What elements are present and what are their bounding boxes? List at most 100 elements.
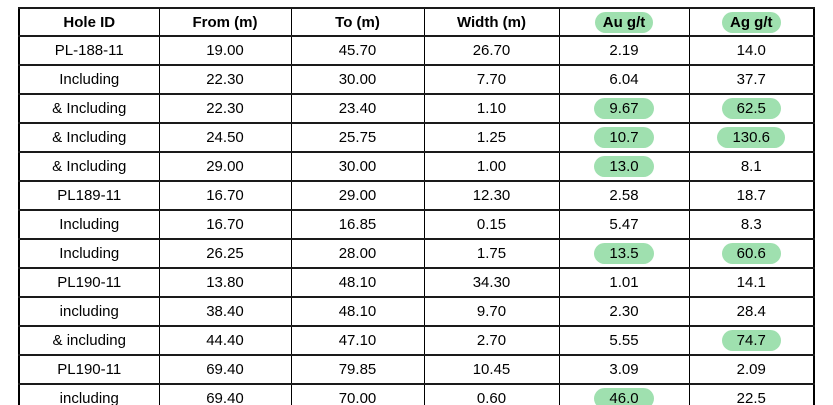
width-cell: 1.00	[423, 151, 560, 182]
to-cell: 48.10	[290, 296, 425, 327]
table-body: PL-188-11 19.00 45.70 26.70 2.19 14.0 Includin…	[18, 35, 815, 405]
width-cell: 10.45	[423, 354, 560, 385]
highlight-oval: 130.6	[717, 127, 786, 148]
from-cell: 69.40	[158, 383, 292, 405]
hole-id-cell: & Including	[18, 151, 160, 182]
from-cell: 38.40	[158, 296, 292, 327]
from-cell: 19.00	[158, 35, 292, 66]
highlight-oval: 10.7	[594, 127, 654, 148]
to-cell: 45.70	[290, 35, 425, 66]
au-cell: 6.04	[558, 64, 690, 95]
width-cell: 26.70	[423, 35, 560, 66]
hole-id-cell: PL190-11	[18, 267, 160, 298]
width-cell: 1.75	[423, 238, 560, 269]
width-cell: 2.70	[423, 325, 560, 356]
column-header-from: From (m)	[158, 7, 292, 37]
to-cell: 30.00	[290, 64, 425, 95]
from-cell: 69.40	[158, 354, 292, 385]
column-header-width: Width (m)	[423, 7, 560, 37]
au-cell: 2.58	[558, 180, 690, 211]
table-row: & Including 24.50 25.75 1.25 10.7 130.6	[18, 122, 815, 153]
from-cell: 22.30	[158, 93, 292, 124]
hole-id-cell: & including	[18, 325, 160, 356]
from-cell: 24.50	[158, 122, 292, 153]
ag-cell: 8.3	[688, 209, 815, 240]
table-row: including 69.40 70.00 0.60 46.0 22.5	[18, 383, 815, 405]
drill-results-table: Hole ID From (m) To (m) Width (m) Au g/t Ag g…	[18, 7, 815, 405]
hole-id-cell: PL189-11	[18, 180, 160, 211]
width-cell: 9.70	[423, 296, 560, 327]
table-row: Including 26.25 28.00 1.75 13.5 60.6	[18, 238, 815, 269]
width-cell: 1.10	[423, 93, 560, 124]
to-cell: 23.40	[290, 93, 425, 124]
header-row: Hole ID From (m) To (m) Width (m) Au g/t Ag g…	[18, 7, 815, 37]
to-cell: 29.00	[290, 180, 425, 211]
hole-id-cell: & Including	[18, 93, 160, 124]
ag-cell: 130.6	[688, 122, 815, 153]
from-cell: 16.70	[158, 209, 292, 240]
table-row: & including 44.40 47.10 2.70 5.55 74.7	[18, 325, 815, 356]
table-row: Including 16.70 16.85 0.15 5.47 8.3	[18, 209, 815, 240]
ag-cell: 14.1	[688, 267, 815, 298]
from-cell: 16.70	[158, 180, 292, 211]
highlight-oval: 74.7	[721, 330, 781, 351]
to-cell: 28.00	[290, 238, 425, 269]
hole-id-cell: & Including	[18, 122, 160, 153]
highlight-oval: 9.67	[594, 98, 654, 119]
highlight-oval: 60.6	[721, 243, 781, 264]
table-row: PL189-11 16.70 29.00 12.30 2.58 18.7	[18, 180, 815, 211]
hole-id-cell: including	[18, 296, 160, 327]
from-cell: 26.25	[158, 238, 292, 269]
au-cell: 3.09	[558, 354, 690, 385]
au-cell: 13.5	[558, 238, 690, 269]
au-cell: 1.01	[558, 267, 690, 298]
table-row: PL-188-11 19.00 45.70 26.70 2.19 14.0	[18, 35, 815, 66]
hole-id-cell: Including	[18, 209, 160, 240]
width-cell: 34.30	[423, 267, 560, 298]
column-header-au: Au g/t	[558, 7, 690, 37]
au-cell: 10.7	[558, 122, 690, 153]
au-cell: 2.19	[558, 35, 690, 66]
au-cell: 5.47	[558, 209, 690, 240]
hole-id-cell: Including	[18, 238, 160, 269]
table-row: Including 22.30 30.00 7.70 6.04 37.7	[18, 64, 815, 95]
hole-id-cell: PL190-11	[18, 354, 160, 385]
to-cell: 47.10	[290, 325, 425, 356]
to-cell: 30.00	[290, 151, 425, 182]
ag-cell: 22.5	[688, 383, 815, 405]
width-cell: 0.60	[423, 383, 560, 405]
to-cell: 48.10	[290, 267, 425, 298]
hole-id-cell: including	[18, 383, 160, 405]
from-cell: 13.80	[158, 267, 292, 298]
width-cell: 0.15	[423, 209, 560, 240]
to-cell: 16.85	[290, 209, 425, 240]
table-row: & Including 22.30 23.40 1.10 9.67 62.5	[18, 93, 815, 124]
table-row: including 38.40 48.10 9.70 2.30 28.4	[18, 296, 815, 327]
highlight-oval: Ag g/t	[722, 11, 781, 33]
highlight-oval: 13.0	[594, 156, 654, 177]
table-row: PL190-11 69.40 79.85 10.45 3.09 2.09	[18, 354, 815, 385]
highlight-oval: 13.5	[594, 243, 654, 264]
from-cell: 29.00	[158, 151, 292, 182]
from-cell: 22.30	[158, 64, 292, 95]
ag-cell: 74.7	[688, 325, 815, 356]
au-cell: 5.55	[558, 325, 690, 356]
from-cell: 44.40	[158, 325, 292, 356]
ag-cell: 62.5	[688, 93, 815, 124]
highlight-oval: Au g/t	[594, 11, 654, 33]
column-header-ag: Ag g/t	[688, 7, 815, 37]
ag-cell: 2.09	[688, 354, 815, 385]
column-header-to: To (m)	[290, 7, 425, 37]
to-cell: 70.00	[290, 383, 425, 405]
ag-cell: 14.0	[688, 35, 815, 66]
table-row: PL190-11 13.80 48.10 34.30 1.01 14.1	[18, 267, 815, 298]
column-header-hole_id: Hole ID	[18, 7, 160, 37]
ag-cell: 37.7	[688, 64, 815, 95]
au-cell: 9.67	[558, 93, 690, 124]
ag-cell: 8.1	[688, 151, 815, 182]
width-cell: 1.25	[423, 122, 560, 153]
au-cell: 13.0	[558, 151, 690, 182]
hole-id-cell: Including	[18, 64, 160, 95]
ag-cell: 18.7	[688, 180, 815, 211]
